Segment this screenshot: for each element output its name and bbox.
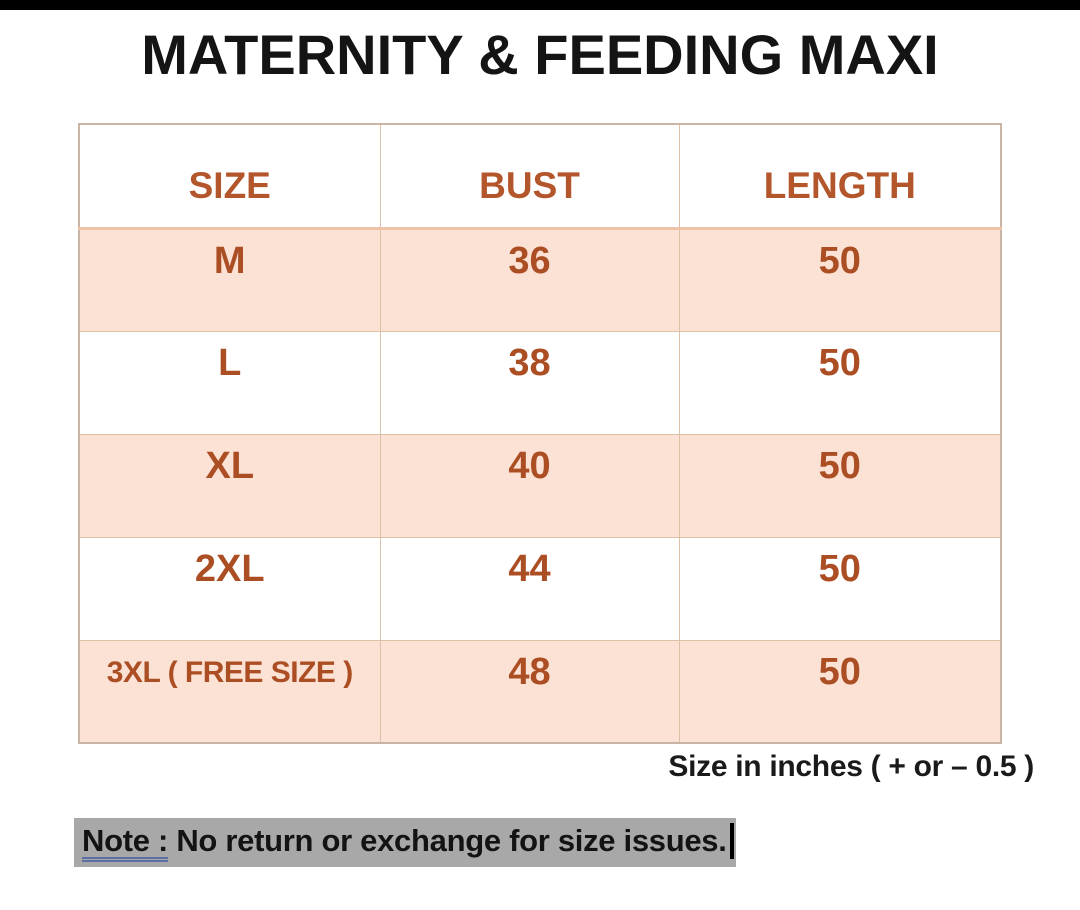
top-border-strip	[0, 0, 1080, 10]
note-label: Note :	[82, 823, 169, 858]
note-text: No return or exchange for size issues.	[168, 823, 727, 858]
size-unit-footnote: Size in inches ( + or – 0.5 )	[668, 750, 1034, 783]
size-cell: M	[78, 227, 381, 332]
bust-cell: 38	[379, 330, 680, 435]
bust-cell: 40	[379, 433, 680, 538]
page-title: MATERNITY & FEEDING MAXI	[141, 23, 939, 86]
table-row-m: M 36 50	[78, 227, 1002, 332]
size-cell: 2XL	[78, 536, 381, 641]
bust-cell: 44	[379, 536, 680, 641]
header-row: SIZE BUST LENGTH	[78, 123, 1002, 230]
table-body: M 36 50 L 38 50 XL 40 50 2XL 44 50 3XL (…	[78, 227, 1002, 744]
table-row-2xl: 2XL 44 50	[78, 536, 1002, 641]
table-row-3xl-free-size: 3XL ( FREE SIZE ) 48 50	[78, 639, 1002, 744]
table-header: SIZE BUST LENGTH	[78, 123, 1002, 230]
column-header-length: LENGTH	[678, 123, 1002, 230]
length-cell: 50	[678, 433, 1002, 538]
bust-cell: 48	[379, 639, 680, 744]
size-chart-table: SIZE BUST LENGTH M 36 50 L 38 50 XL 40 5…	[78, 123, 1002, 744]
note-bar: Note : No return or exchange for size is…	[74, 818, 736, 867]
table-row-l: L 38 50	[78, 330, 1002, 435]
column-header-size: SIZE	[78, 123, 381, 230]
length-cell: 50	[678, 536, 1002, 641]
bust-cell: 36	[379, 227, 680, 332]
column-header-bust: BUST	[379, 123, 680, 230]
length-cell: 50	[678, 639, 1002, 744]
size-cell: L	[78, 330, 381, 435]
size-cell: 3XL ( FREE SIZE )	[78, 639, 381, 744]
table-row-xl: XL 40 50	[78, 433, 1002, 538]
text-cursor	[729, 822, 734, 859]
size-cell: XL	[78, 433, 381, 538]
length-cell: 50	[678, 227, 1002, 332]
length-cell: 50	[678, 330, 1002, 435]
